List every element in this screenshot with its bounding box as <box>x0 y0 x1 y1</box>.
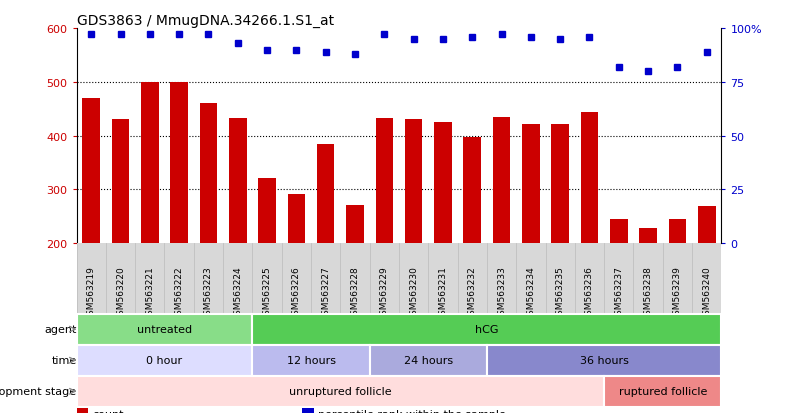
Bar <box>698 206 716 244</box>
Bar <box>302 408 314 413</box>
Bar <box>252 314 721 345</box>
Bar <box>77 345 252 376</box>
Bar <box>610 219 628 244</box>
Bar <box>77 314 252 345</box>
Bar <box>669 219 686 244</box>
Text: untreated: untreated <box>137 324 192 335</box>
Bar <box>112 120 129 244</box>
Bar <box>200 104 218 244</box>
Text: hCG: hCG <box>476 324 499 335</box>
Bar <box>405 120 422 244</box>
Bar <box>170 83 188 244</box>
Text: GDS3863 / MmugDNA.34266.1.S1_at: GDS3863 / MmugDNA.34266.1.S1_at <box>77 14 334 28</box>
Text: 0 hour: 0 hour <box>147 355 183 366</box>
Bar <box>522 124 540 244</box>
Bar <box>317 144 334 244</box>
Text: 36 hours: 36 hours <box>580 355 629 366</box>
Bar <box>141 83 159 244</box>
Bar <box>370 345 487 376</box>
Text: percentile rank within the sample: percentile rank within the sample <box>318 409 506 413</box>
Text: development stage: development stage <box>0 386 77 396</box>
Bar <box>487 345 721 376</box>
Bar <box>252 345 370 376</box>
Text: unruptured follicle: unruptured follicle <box>289 386 392 396</box>
Bar <box>229 119 247 244</box>
Bar <box>580 113 598 244</box>
Bar <box>492 117 510 244</box>
Bar <box>376 119 393 244</box>
Text: count: count <box>93 409 124 413</box>
Bar <box>77 376 605 407</box>
Bar <box>551 124 569 244</box>
Text: agent: agent <box>44 324 77 335</box>
Text: ruptured follicle: ruptured follicle <box>618 386 707 396</box>
Bar <box>434 123 451 244</box>
Bar <box>77 408 88 413</box>
Text: 24 hours: 24 hours <box>404 355 453 366</box>
Bar <box>288 195 305 244</box>
Bar <box>639 229 657 244</box>
Bar <box>82 99 100 244</box>
Text: 12 hours: 12 hours <box>287 355 335 366</box>
Bar <box>347 205 364 244</box>
Bar <box>258 178 276 244</box>
Text: time: time <box>52 355 77 366</box>
Bar <box>463 138 481 244</box>
Bar <box>604 376 721 407</box>
